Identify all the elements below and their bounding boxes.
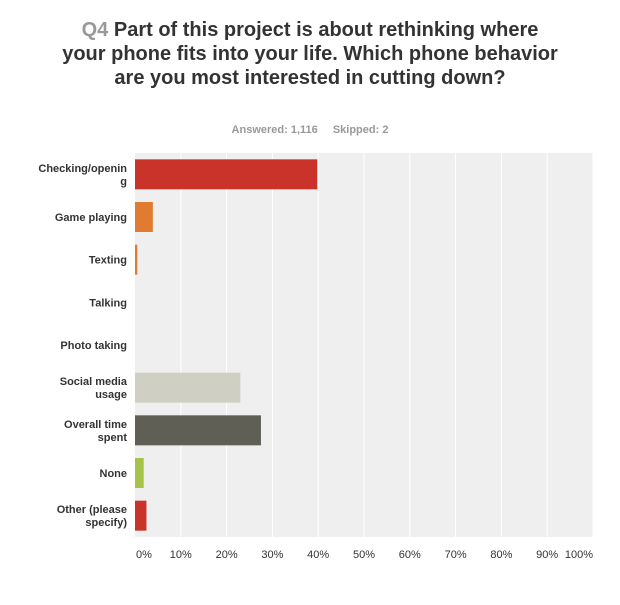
x-tick-label: 40% — [307, 549, 329, 561]
x-tick-label: 70% — [445, 549, 467, 561]
question-title: Q4 Part of this project is about rethink… — [60, 18, 560, 90]
x-tick-label: 80% — [490, 549, 512, 561]
question-number: Q4 — [81, 19, 109, 41]
category-label: Texting — [89, 255, 127, 267]
bar — [135, 159, 318, 190]
category-label: Checking/openin g — [38, 163, 127, 188]
question-text: Part of this project is about rethinking… — [62, 19, 558, 89]
x-tick-label: 10% — [170, 549, 192, 561]
bar — [135, 500, 147, 531]
category-label: Social media usage — [60, 376, 128, 401]
bar — [135, 202, 153, 232]
category-label: Game playing — [55, 212, 127, 224]
bars — [135, 159, 318, 531]
category-labels: Checking/openin g Game playing Texting Talki… — [38, 163, 127, 529]
skipped-count: Skipped: 2 — [332, 124, 389, 136]
x-tick-label: 60% — [399, 549, 421, 561]
answered-count: Answered: 1,116 — [231, 124, 318, 136]
bar — [135, 244, 138, 275]
x-tick-label: 0% — [136, 549, 152, 561]
category-label: Other (please specify) — [57, 504, 128, 529]
category-label: None — [100, 468, 128, 480]
response-stats: Answered: 1,116 Skipped: 2 — [0, 124, 620, 136]
x-tick-labels: 0% 10% 20% 30% 40% 50% 60% 70% 80% 90% 100% — [136, 549, 593, 561]
bar — [135, 415, 261, 446]
bar — [135, 458, 144, 488]
bar — [135, 372, 241, 403]
x-tick-label: 20% — [216, 549, 238, 561]
x-tick-label: 90% — [536, 549, 558, 561]
x-tick-label: 30% — [261, 549, 283, 561]
category-label: Overall time spent — [64, 419, 127, 444]
x-tick-label: 100% — [565, 549, 593, 561]
grid-lines — [180, 153, 594, 537]
x-tick-label: 50% — [353, 549, 375, 561]
category-label: Photo taking — [60, 340, 127, 352]
category-label: Talking — [89, 297, 127, 309]
